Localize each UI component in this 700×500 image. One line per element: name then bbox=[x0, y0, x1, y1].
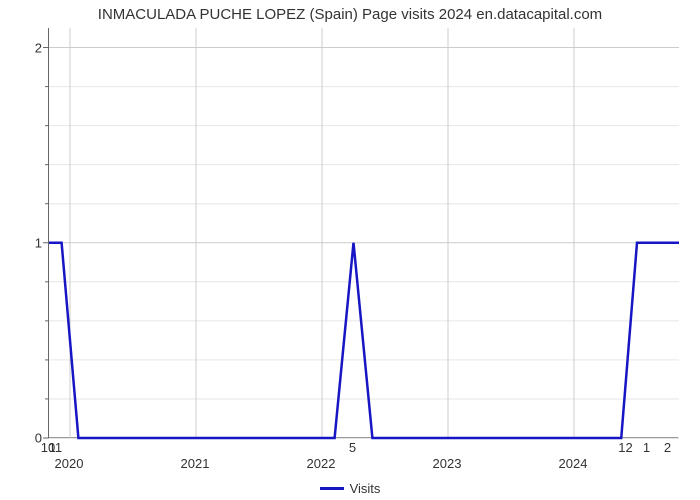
y-tick-label: 0 bbox=[2, 431, 42, 446]
x-year-label: 2023 bbox=[433, 456, 462, 471]
x-year-label: 2022 bbox=[307, 456, 336, 471]
legend-label: Visits bbox=[350, 481, 381, 496]
chart-title: INMACULADA PUCHE LOPEZ (Spain) Page visi… bbox=[0, 6, 700, 23]
legend: Visits bbox=[0, 480, 700, 496]
chart-svg bbox=[49, 28, 679, 438]
x-tick-label: 11 bbox=[49, 440, 63, 455]
x-year-label: 2021 bbox=[181, 456, 210, 471]
plot-area bbox=[48, 28, 678, 438]
x-tick-label: 1 bbox=[643, 440, 650, 455]
grid-group bbox=[43, 28, 679, 438]
x-year-label: 2020 bbox=[55, 456, 84, 471]
legend-swatch bbox=[320, 487, 344, 490]
series-line bbox=[49, 243, 679, 438]
chart-container: INMACULADA PUCHE LOPEZ (Spain) Page visi… bbox=[0, 0, 700, 500]
x-year-label: 2024 bbox=[559, 456, 588, 471]
x-tick-label: 12 bbox=[618, 440, 632, 455]
y-tick-label: 1 bbox=[2, 235, 42, 250]
y-tick-label: 2 bbox=[2, 40, 42, 55]
x-tick-label: 5 bbox=[349, 440, 356, 455]
series-group bbox=[49, 243, 679, 438]
x-tick-label: 2 bbox=[664, 440, 671, 455]
